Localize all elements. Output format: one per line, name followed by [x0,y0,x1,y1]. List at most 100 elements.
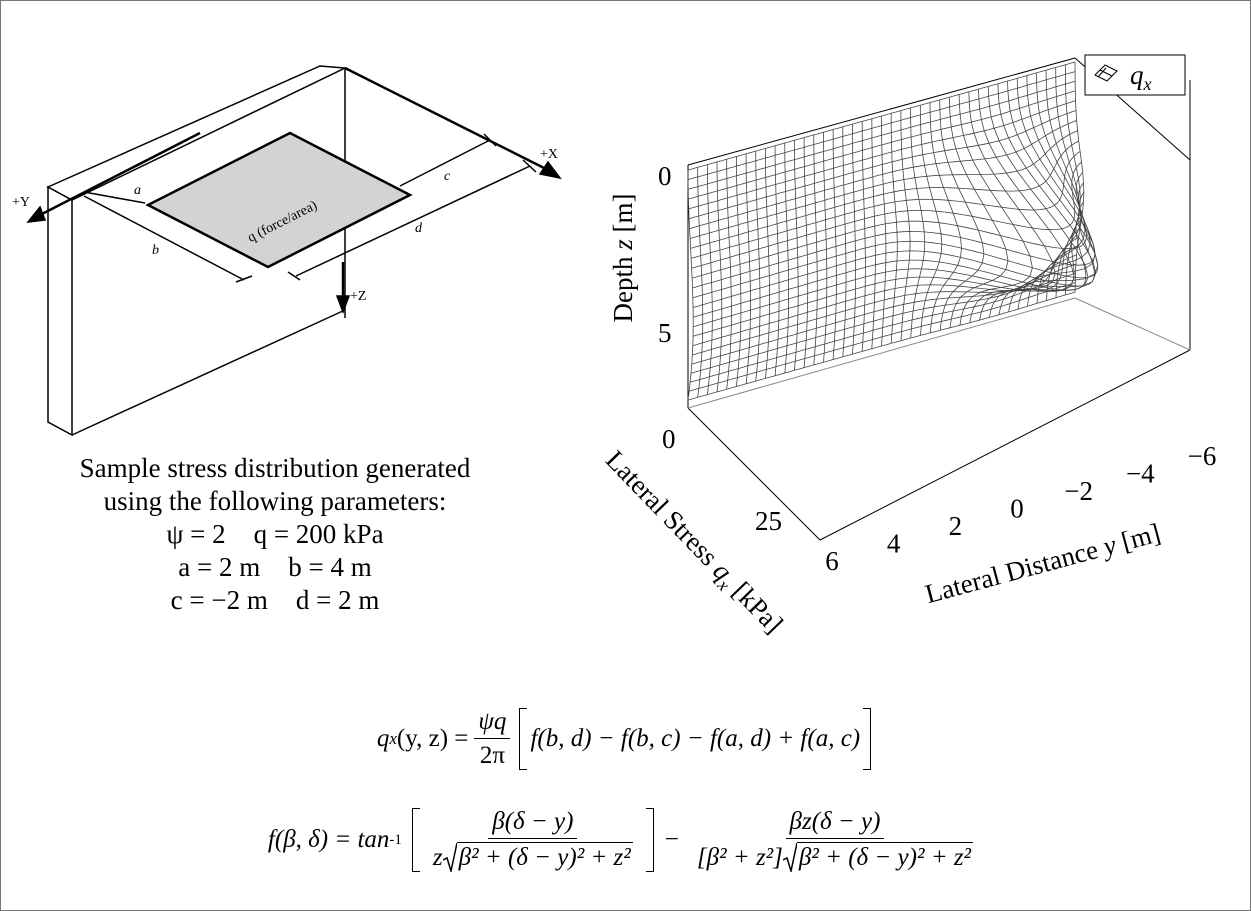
depth-tick: 5 [658,318,672,348]
dim-d [295,165,531,277]
stress-tick: 0 [662,424,676,454]
mesh-line [688,110,1077,220]
mesh-line [823,132,828,363]
mesh-line [765,148,770,379]
eq-text: [β² + z²] [696,844,783,871]
plate-front [47,185,73,437]
dim-tick [483,133,497,147]
eq-text: β² + (δ − y)² + z² [456,842,633,871]
dim-c [399,139,491,187]
mesh-line [1026,75,1091,307]
param: ψ = 2 [166,519,226,549]
mesh-line [736,156,742,387]
mesh [687,61,1099,401]
param: a = 2 m [178,552,261,582]
depth-tick: 0 [658,161,672,191]
eq-text: 2π [479,742,505,769]
arrow [26,205,47,223]
eq-text: ψq [474,708,511,739]
param: c = −2 m [170,585,268,615]
dim-label: c [444,169,451,184]
lateral-tick: 0 [1010,494,1024,524]
lateral-tick: −6 [1188,441,1217,471]
depth-label: Depth z [m] [608,194,638,323]
load-diagram [26,65,562,437]
mesh-line [689,120,1077,229]
mesh-line [692,245,1078,356]
plate-bottom [71,309,346,436]
mesh-line [689,272,1076,383]
eq-text: z [432,844,443,871]
load-area [145,131,413,269]
mesh-line [692,236,1079,347]
mesh-line [693,210,1087,318]
dim-label: b [152,243,159,258]
arrow [538,160,562,180]
caption-line: using the following parameters: [103,486,447,516]
mesh-line [691,254,1077,365]
legend-icon [1094,64,1118,82]
mesh-line [707,164,713,395]
x-axis [344,66,549,172]
mesh-line [690,151,1081,259]
bracket [411,808,420,872]
equation: q x (y, z) = ψq 2π f(b, d) − f(b, c) − f(a,… [0,708,1251,770]
fraction: ψq 2π [474,708,511,770]
eq-text: (y, z) = [396,725,469,752]
mesh-line [692,192,1099,299]
eq-text: x [389,729,397,748]
dim-tick [287,271,301,281]
caption-line: Sample stress distribution generated [79,453,471,483]
param: b = 4 m [288,552,372,582]
equation: f(β, δ) = tan -1 β(δ − y) z β² + (δ − y)² +… [0,808,1251,872]
axis-label: +Y [12,195,30,210]
legend-label: qx [1130,60,1152,94]
mesh-line [690,140,1079,249]
arrow [335,295,351,315]
stress-label: Lateral Stress qx [kPa] [597,445,789,642]
mesh-line [890,113,898,344]
radical [442,842,457,872]
eq-text: β(δ − y) [488,808,578,839]
mesh-line [689,130,1078,239]
lateral-tick: −2 [1064,476,1093,506]
dim-tick [522,159,537,173]
eq-text: − [664,826,679,853]
mesh-line [803,137,809,368]
mesh-line [997,83,1097,315]
bracket [863,708,872,770]
eq-text: f(b, d) − f(b, c) − f(a, d) + f(a, c) [530,725,861,752]
axis-label: +X [540,147,558,162]
mesh-line [697,167,704,398]
surface-plot [687,54,1191,541]
lateral-ticks: 6 4 2 0 −2 −4 −6 [825,441,1216,576]
mesh-line [690,263,1077,374]
mesh-line [726,159,732,390]
mesh-line [688,80,1076,190]
mesh-line [687,291,1076,401]
eq-text: -1 [389,831,402,848]
mesh-line [784,143,789,374]
legend-box [1084,54,1186,96]
mesh-line [842,126,847,357]
mesh-line [688,100,1076,210]
mesh-line [832,129,837,360]
bracket [645,808,654,872]
box-edge [687,297,1076,409]
radical [782,842,797,872]
eq-text: βz(δ − y) [785,808,885,839]
box-edge [819,349,1191,541]
caption: Sample stress distribution generated usi… [30,452,520,617]
eq-text: β² + (δ − y)² + z² [796,842,974,871]
param-row: c = −2 m d = 2 m [30,584,520,617]
dim-a [83,191,146,204]
mesh-line [693,219,1082,328]
mesh-line [687,170,694,401]
dim-b [83,195,245,281]
mesh-line [687,71,1076,180]
mesh-line [794,140,799,371]
mesh-line [688,90,1076,200]
plot-labels: qx 0 5 Depth z [m] 0 25 Lateral Stress q… [597,60,1216,642]
